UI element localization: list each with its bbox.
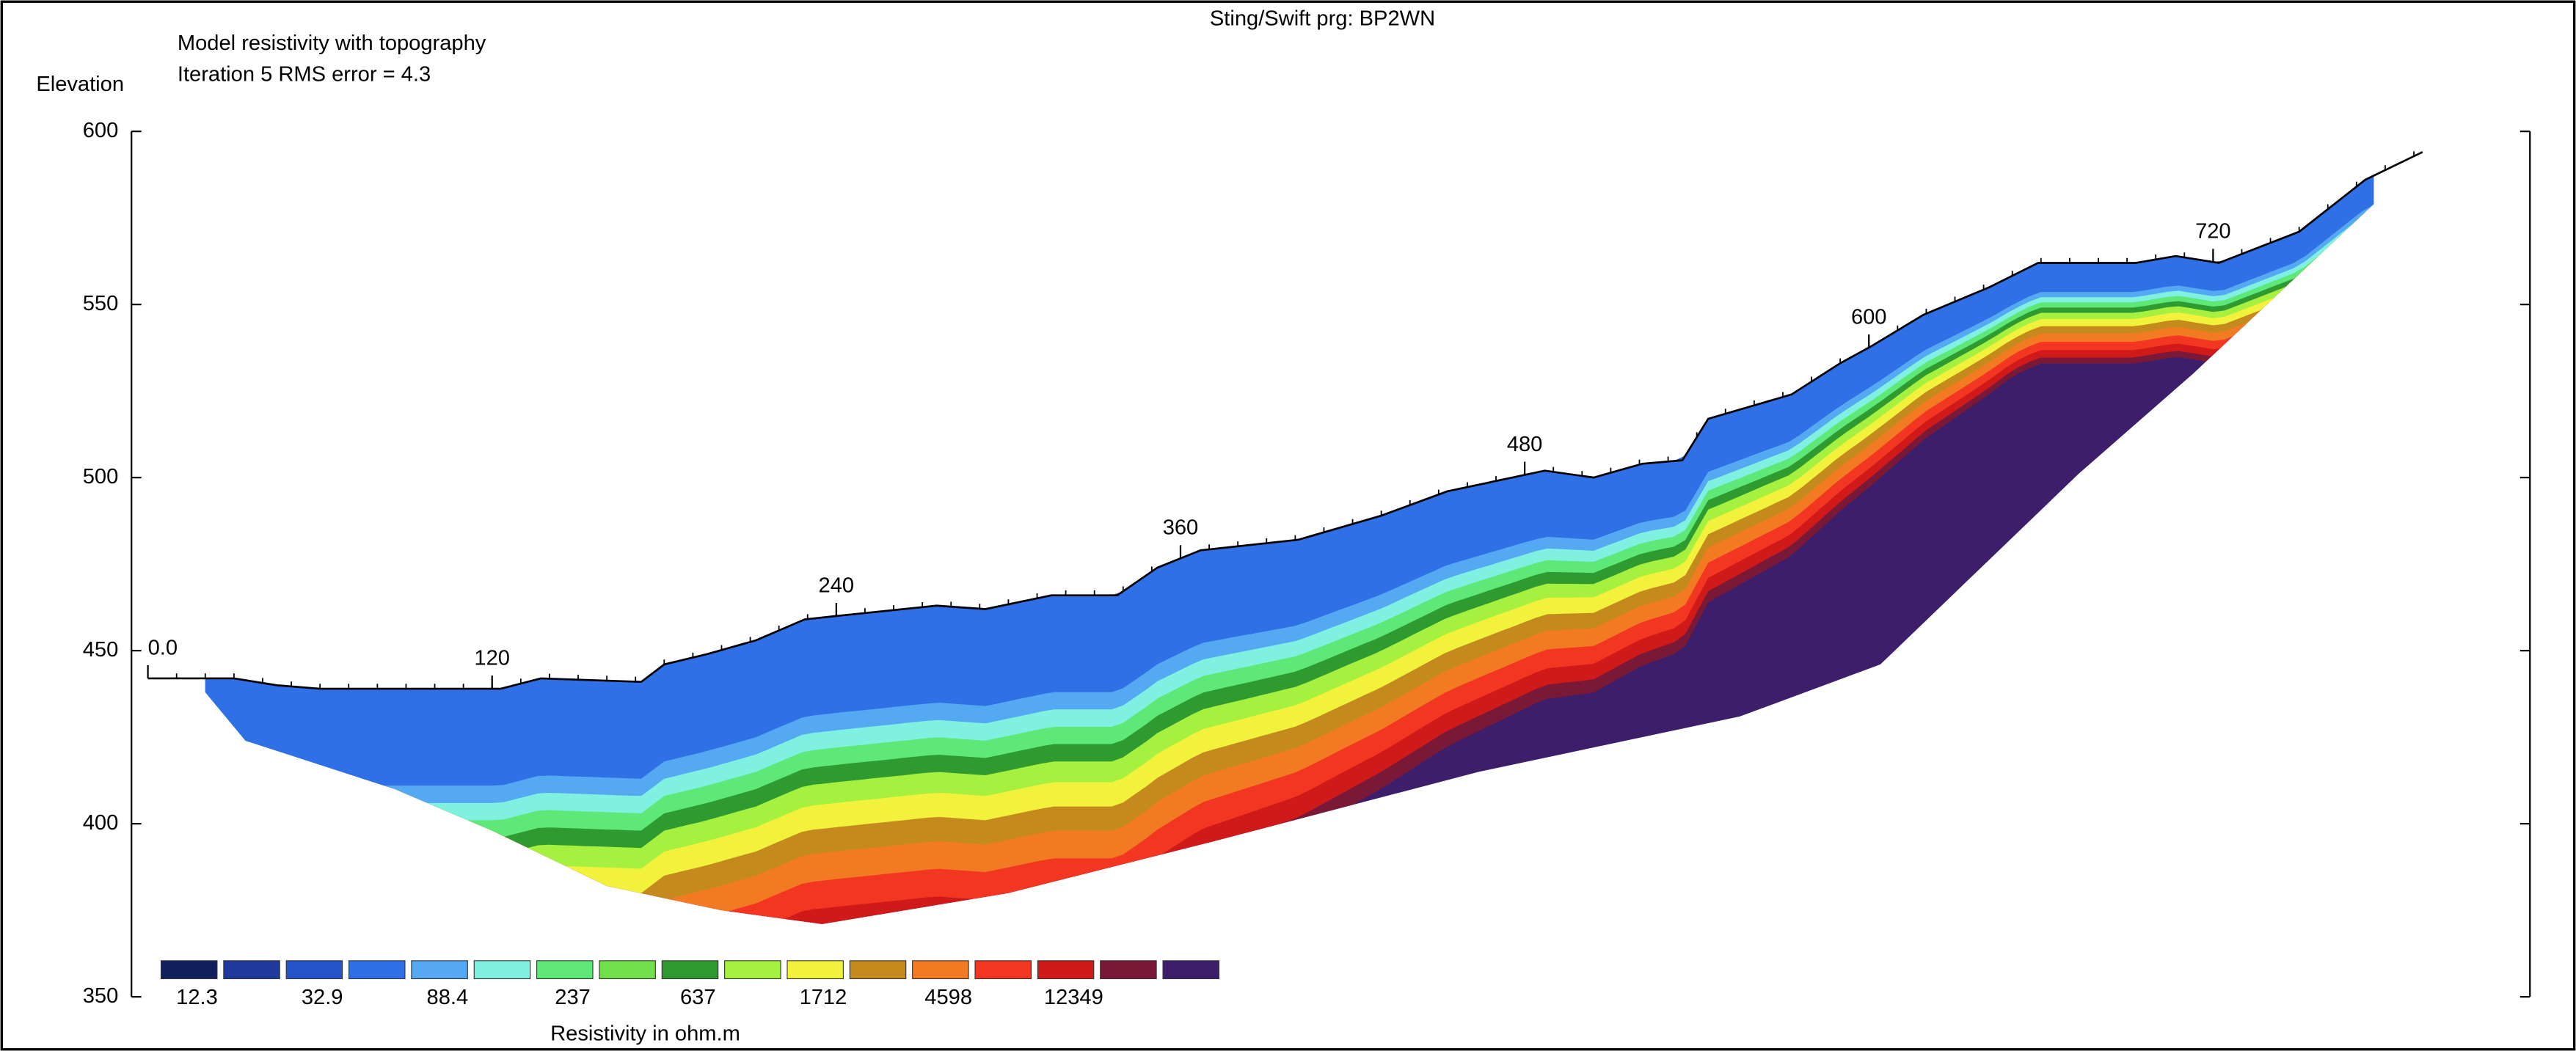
y-tick-label: 550 (83, 292, 119, 315)
legend-swatch (1162, 960, 1220, 980)
distance-tick-label: 360 (1163, 516, 1199, 540)
legend-swatch (536, 960, 594, 980)
distance-tick-label: 0.0 (148, 636, 178, 659)
y-tick-label: 500 (83, 465, 119, 488)
legend-swatch (912, 960, 969, 980)
y-tick-label: 350 (83, 984, 119, 1008)
legend-label: 4598 (924, 986, 972, 1009)
legend-swatch (285, 960, 343, 980)
legend-swatch (1037, 960, 1095, 980)
topography-line (147, 151, 2423, 690)
legend-swatch (223, 960, 280, 980)
y-tick-label: 600 (83, 119, 119, 142)
legend-swatch (1100, 960, 1157, 980)
legend-swatch (661, 960, 719, 980)
legend-label: 32.9 (302, 986, 343, 1009)
legend-swatch (473, 960, 531, 980)
subtitle: Iteration 5 RMS error = 4.3 (178, 63, 431, 87)
y-tick-label: 400 (83, 811, 119, 835)
distance-tick-label: 480 (1507, 433, 1543, 456)
legend-label: 12349 (1044, 986, 1103, 1009)
legend-swatch (724, 960, 781, 980)
legend-swatch (348, 960, 406, 980)
subtitle: Model resistivity with topography (178, 32, 486, 55)
distance-tick-label: 120 (474, 646, 510, 670)
legend-swatch (787, 960, 844, 980)
legend-label: 637 (680, 986, 716, 1009)
legend-label: 1712 (800, 986, 847, 1009)
legend-swatch (974, 960, 1032, 980)
legend-label: 237 (555, 986, 591, 1009)
legend-label: 88.4 (427, 986, 469, 1009)
legend-swatch (599, 960, 656, 980)
distance-tick-label: 720 (2195, 220, 2231, 243)
legend-swatch (849, 960, 907, 980)
y-axis-title: Elevation (36, 73, 124, 96)
legend-swatch (411, 960, 468, 980)
distance-tick-label: 600 (1851, 305, 1887, 329)
legend-title: Resistivity in ohm.m (550, 1022, 740, 1045)
legend-swatch (160, 960, 218, 980)
chart-title: Sting/Swift prg: BP2WN (1210, 7, 1435, 31)
distance-tick-label: 240 (819, 574, 855, 597)
y-tick-label: 450 (83, 638, 119, 662)
legend-label: 12.3 (176, 986, 218, 1009)
